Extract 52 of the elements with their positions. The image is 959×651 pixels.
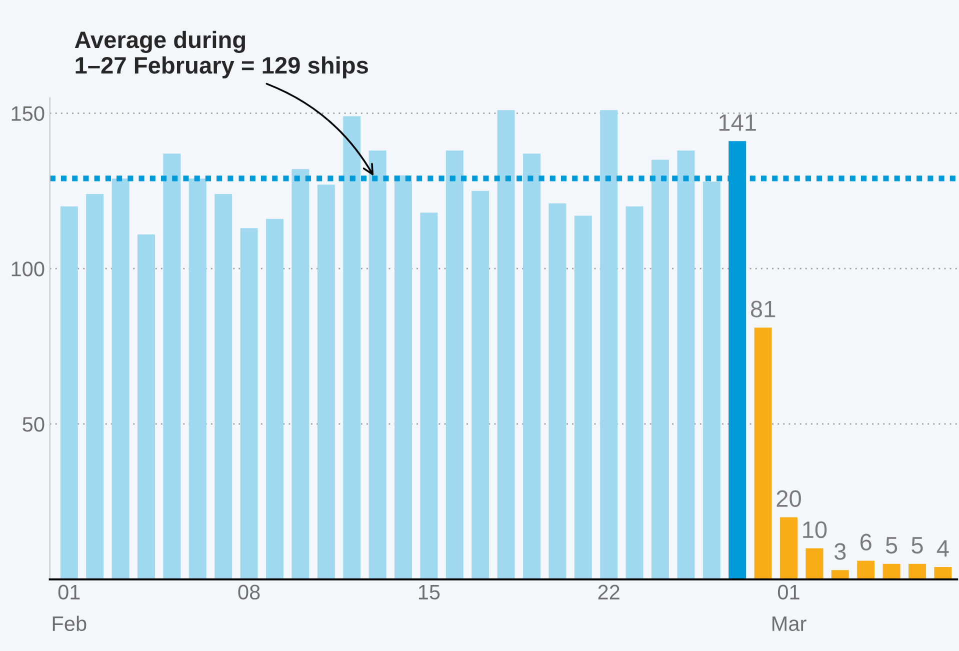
bar [214,194,232,580]
x-tick-label: 22 [598,584,620,600]
bar [343,116,361,580]
bar [677,150,695,580]
bar [112,178,130,580]
bar [523,154,540,580]
data-label: 4 [936,540,949,557]
bar [548,203,566,580]
bar [266,218,284,580]
bar [857,560,875,580]
data-label: 6 [860,534,872,551]
bar [497,110,515,580]
bar [446,150,464,580]
bar [626,206,644,580]
bar [934,566,952,580]
bar [702,182,720,580]
ref-line-label: Average during 1–27 February = 129 ships [74,30,368,78]
bar [600,110,618,580]
data-label: 141 [719,114,756,131]
data-label: 5 [886,537,898,554]
bar [908,564,926,580]
bar [138,234,155,580]
bar [188,178,206,580]
bar [652,160,669,580]
bar [420,212,438,580]
bar [472,190,490,580]
bar [368,150,386,580]
bar [60,206,78,580]
data-label: 20 [776,490,801,508]
bar [574,216,592,580]
bar [163,154,181,580]
y-tick-label: 50 [22,416,44,432]
bar [831,570,849,580]
y-tick-label: 100 [12,262,44,276]
x-tick-label: 15 [418,585,440,600]
bar [754,328,772,580]
y-tick-label: 150 [12,106,44,121]
data-label: 10 [803,521,827,538]
bar [780,517,798,580]
bar [882,564,900,580]
bar [394,175,412,580]
data-label: 5 [912,537,923,554]
bar [317,184,335,580]
x-tick-label: 01 Mar [772,584,806,632]
x-tick-label: 01 Feb [52,584,86,632]
x-tick-label: 08 [238,584,260,600]
data-label: 3 [834,543,846,560]
bar [86,194,104,580]
bar [292,169,310,580]
data-label: 81 [750,300,776,318]
bar [806,548,824,580]
bar [240,228,258,580]
